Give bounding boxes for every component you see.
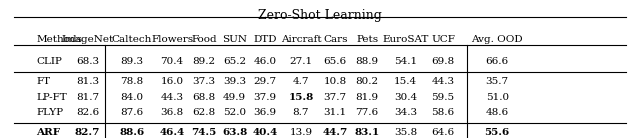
Text: 31.1: 31.1 — [324, 108, 347, 117]
Text: Pets: Pets — [356, 35, 378, 44]
Text: 83.1: 83.1 — [355, 128, 380, 137]
Text: 27.1: 27.1 — [289, 57, 312, 66]
Text: Food: Food — [191, 35, 217, 44]
Text: 37.3: 37.3 — [193, 77, 216, 86]
Text: ImageNet: ImageNet — [61, 35, 113, 44]
Text: 55.6: 55.6 — [484, 128, 510, 137]
Text: 81.7: 81.7 — [76, 93, 99, 102]
Text: 29.7: 29.7 — [253, 77, 276, 86]
Text: 74.5: 74.5 — [191, 128, 217, 137]
Text: DTD: DTD — [253, 35, 277, 44]
Text: 48.6: 48.6 — [486, 108, 509, 117]
Text: UCF: UCF — [431, 35, 455, 44]
Text: Methods: Methods — [36, 35, 83, 44]
Text: LP-FT: LP-FT — [36, 93, 67, 102]
Text: 77.6: 77.6 — [356, 108, 379, 117]
Text: FT: FT — [36, 77, 51, 86]
Text: 37.7: 37.7 — [324, 93, 347, 102]
Text: 81.3: 81.3 — [76, 77, 99, 86]
Text: 35.8: 35.8 — [394, 128, 417, 137]
Text: 16.0: 16.0 — [161, 77, 184, 86]
Text: Aircraft: Aircraft — [280, 35, 321, 44]
Text: 8.7: 8.7 — [292, 108, 309, 117]
Text: Flowers: Flowers — [151, 35, 193, 44]
Text: 78.8: 78.8 — [120, 77, 143, 86]
Text: 35.7: 35.7 — [486, 77, 509, 86]
Text: 34.3: 34.3 — [394, 108, 417, 117]
Text: 89.3: 89.3 — [120, 57, 143, 66]
Text: 63.8: 63.8 — [222, 128, 247, 137]
Text: 15.8: 15.8 — [288, 93, 314, 102]
Text: 88.6: 88.6 — [120, 128, 145, 137]
Text: 81.9: 81.9 — [356, 93, 379, 102]
Text: Caltech: Caltech — [112, 35, 152, 44]
Text: 68.3: 68.3 — [76, 57, 99, 66]
Text: 80.2: 80.2 — [356, 77, 379, 86]
Text: 51.0: 51.0 — [486, 93, 509, 102]
Text: 36.9: 36.9 — [253, 108, 276, 117]
Text: 65.2: 65.2 — [223, 57, 246, 66]
Text: 52.0: 52.0 — [223, 108, 246, 117]
Text: 69.8: 69.8 — [431, 57, 454, 66]
Text: 44.3: 44.3 — [161, 93, 184, 102]
Text: SUN: SUN — [222, 35, 247, 44]
Text: 46.4: 46.4 — [159, 128, 185, 137]
Text: 58.6: 58.6 — [431, 108, 454, 117]
Text: CLIP: CLIP — [36, 57, 62, 66]
Text: 88.9: 88.9 — [356, 57, 379, 66]
Text: EuroSAT: EuroSAT — [382, 35, 429, 44]
Text: 39.3: 39.3 — [223, 77, 246, 86]
Text: 46.0: 46.0 — [253, 57, 276, 66]
Text: Zero-Shot Learning: Zero-Shot Learning — [258, 9, 382, 22]
Text: 62.8: 62.8 — [193, 108, 216, 117]
Text: 37.9: 37.9 — [253, 93, 276, 102]
Text: Cars: Cars — [323, 35, 348, 44]
Text: 49.9: 49.9 — [223, 93, 246, 102]
Text: 82.7: 82.7 — [75, 128, 100, 137]
Text: 36.8: 36.8 — [161, 108, 184, 117]
Text: 84.0: 84.0 — [120, 93, 143, 102]
Text: 54.1: 54.1 — [394, 57, 417, 66]
Text: 13.9: 13.9 — [289, 128, 312, 137]
Text: 68.8: 68.8 — [193, 93, 216, 102]
Text: 89.2: 89.2 — [193, 57, 216, 66]
Text: 59.5: 59.5 — [431, 93, 454, 102]
Text: 30.4: 30.4 — [394, 93, 417, 102]
Text: 87.6: 87.6 — [120, 108, 143, 117]
Text: 70.4: 70.4 — [161, 57, 184, 66]
Text: 64.6: 64.6 — [431, 128, 454, 137]
Text: 44.3: 44.3 — [431, 77, 454, 86]
Text: Avg. OOD: Avg. OOD — [471, 35, 523, 44]
Text: 15.4: 15.4 — [394, 77, 417, 86]
Text: 65.6: 65.6 — [324, 57, 347, 66]
Text: 10.8: 10.8 — [324, 77, 347, 86]
Text: 40.4: 40.4 — [253, 128, 278, 137]
Text: 82.6: 82.6 — [76, 108, 99, 117]
Text: 44.7: 44.7 — [323, 128, 348, 137]
Text: 4.7: 4.7 — [292, 77, 309, 86]
Text: FLYP: FLYP — [36, 108, 63, 117]
Text: 66.6: 66.6 — [486, 57, 509, 66]
Text: ARF: ARF — [36, 128, 61, 137]
